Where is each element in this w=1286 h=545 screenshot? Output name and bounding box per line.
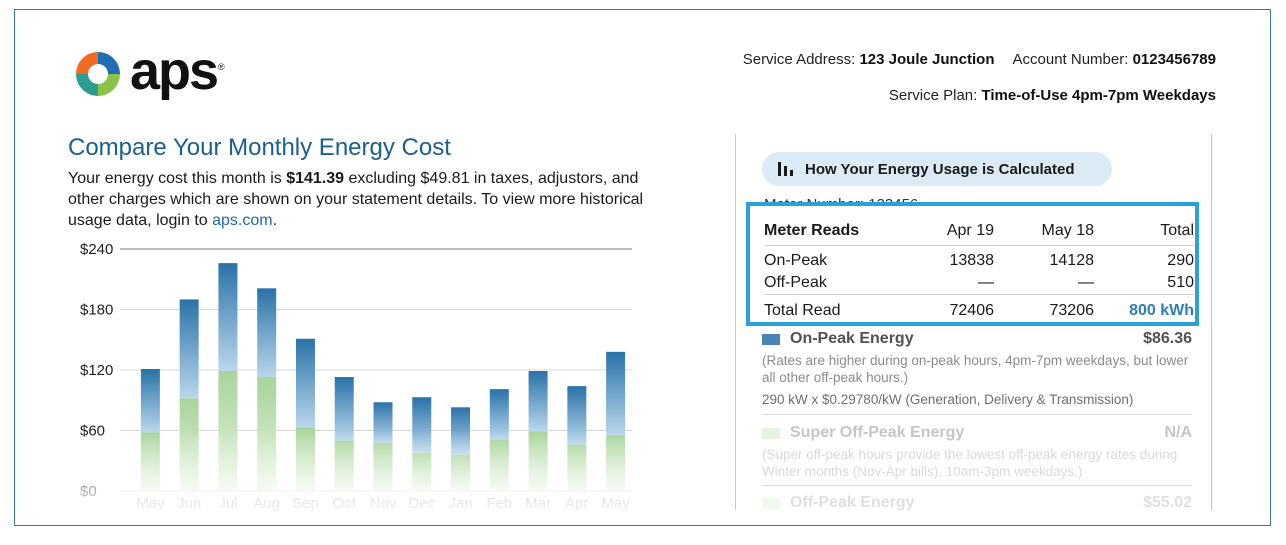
on-peak-section: On-Peak Energy $86.36 (Rates are higher d… [762,330,1192,407]
on-peak-swatch [762,333,780,345]
meter-reads-box: Meter Reads Apr 19 May 18 Total On-Peak … [746,202,1199,326]
monthly-cost-chart: $0$60$120$180$240MayJunJulAugSepOctNovDe… [80,241,650,516]
cell-apr: 13838 [949,252,995,269]
col-header-total: Total [1094,220,1194,246]
desc-text-1: Your energy cost this month is [68,170,287,187]
total-read-row: Total Read 72406 73206 800 kWh [764,294,1194,322]
super-off-peak-value: N/A [1164,424,1192,441]
service-plan-label: Service Plan: [888,87,978,104]
panel-border-right [1211,134,1212,510]
aps-logo: aps ® [72,41,232,106]
on-peak-title: On-Peak Energy [790,330,914,347]
total-kwh: 800 kWh [1094,294,1194,322]
col-header-apr: Apr 19 [894,220,994,246]
service-plan-line: Service Plan: Time-of-Use 4pm-7pm Weekda… [889,87,1216,104]
cell-may: 73206 [994,294,1094,322]
compare-title: Compare Your Monthly Energy Cost [68,134,451,161]
off-peak-swatch [762,497,780,509]
y-tick-label: $120 [80,362,113,379]
bar-segment-top [489,389,509,440]
col-header-may: May 18 [994,220,1094,246]
compare-description: Your energy cost this month is $141.39 e… [68,168,648,231]
divider [762,414,1192,415]
cell-may: — [1078,274,1094,291]
account-number-value: 0123456789 [1132,51,1216,68]
super-off-peak-swatch [762,427,780,439]
bar-segment-top [567,386,587,445]
bar-segment-top [257,288,277,378]
super-off-peak-description: (Super off-peak hours provide the lowest… [762,447,1178,479]
aps-link[interactable]: aps.com [212,212,273,229]
on-peak-rate: 290 kW x $0.29780/kW (Generation, Delive… [762,392,1134,407]
service-plan-value: Time-of-Use 4pm-7pm Weekdays [981,87,1216,104]
off-peak-value: $55.02 [1143,494,1192,511]
account-info-line: Service Address: 123 Joule Junction Accou… [743,51,1216,68]
registered-mark: ® [218,62,225,72]
desc-text-2: excluding $49.81 in taxes, adjustors, an… [68,170,644,229]
table-row: Off-Peak — — 510 [764,272,1194,295]
y-tick-label: $240 [80,241,113,258]
on-peak-value: $86.36 [1143,330,1192,347]
bar-segment-top [606,351,626,436]
off-peak-section: Off-Peak Energy $55.02 [762,494,1192,512]
col-header-meter-reads: Meter Reads [764,220,894,246]
row-label: Total Read [764,294,894,322]
table-row: On-Peak 13838 14128 290 [764,246,1194,273]
panel-border-left [735,134,736,510]
cell-total: 290 [1167,252,1194,269]
cell-may: 14128 [1049,252,1095,269]
row-label: Off-Peak [764,274,827,291]
bar-segment-top [295,338,315,428]
cell-apr: 72406 [894,294,994,322]
super-off-peak-title: Super Off-Peak Energy [790,424,965,441]
aps-logo-mark-icon [76,52,120,96]
bar-segment-top [334,377,354,441]
chart-fade-overlay [80,431,650,516]
row-label: On-Peak [764,252,828,269]
pill-label: How Your Energy Usage is Calculated [805,160,1075,178]
meter-reads-table: Meter Reads Apr 19 May 18 Total On-Peak … [764,220,1194,322]
divider [762,485,1192,486]
aps-wordmark: aps [130,41,219,101]
bar-segment-top [179,299,199,399]
bar-segment-top [140,368,160,433]
bar-chart-icon [778,162,793,176]
account-number-label: Account Number: [1012,51,1129,68]
y-tick-label: $180 [80,302,113,319]
bar-segment-top [218,263,238,372]
on-peak-description: (Rates are higher during on-peak hours, … [762,353,1189,385]
desc-text-3: . [272,212,278,229]
cell-total: 510 [1167,274,1194,291]
super-off-peak-section: Super Off-Peak Energy N/A (Super off-peak… [762,424,1192,480]
service-address-label: Service Address: [742,51,856,68]
cell-apr: — [978,274,994,291]
service-address-value: 123 Joule Junction [859,51,995,68]
usage-calculated-pill[interactable]: How Your Energy Usage is Calculated [762,152,1112,186]
energy-cost-amount: $141.39 [286,170,345,187]
off-peak-title: Off-Peak Energy [790,494,915,511]
bar-segment-top [528,371,548,432]
